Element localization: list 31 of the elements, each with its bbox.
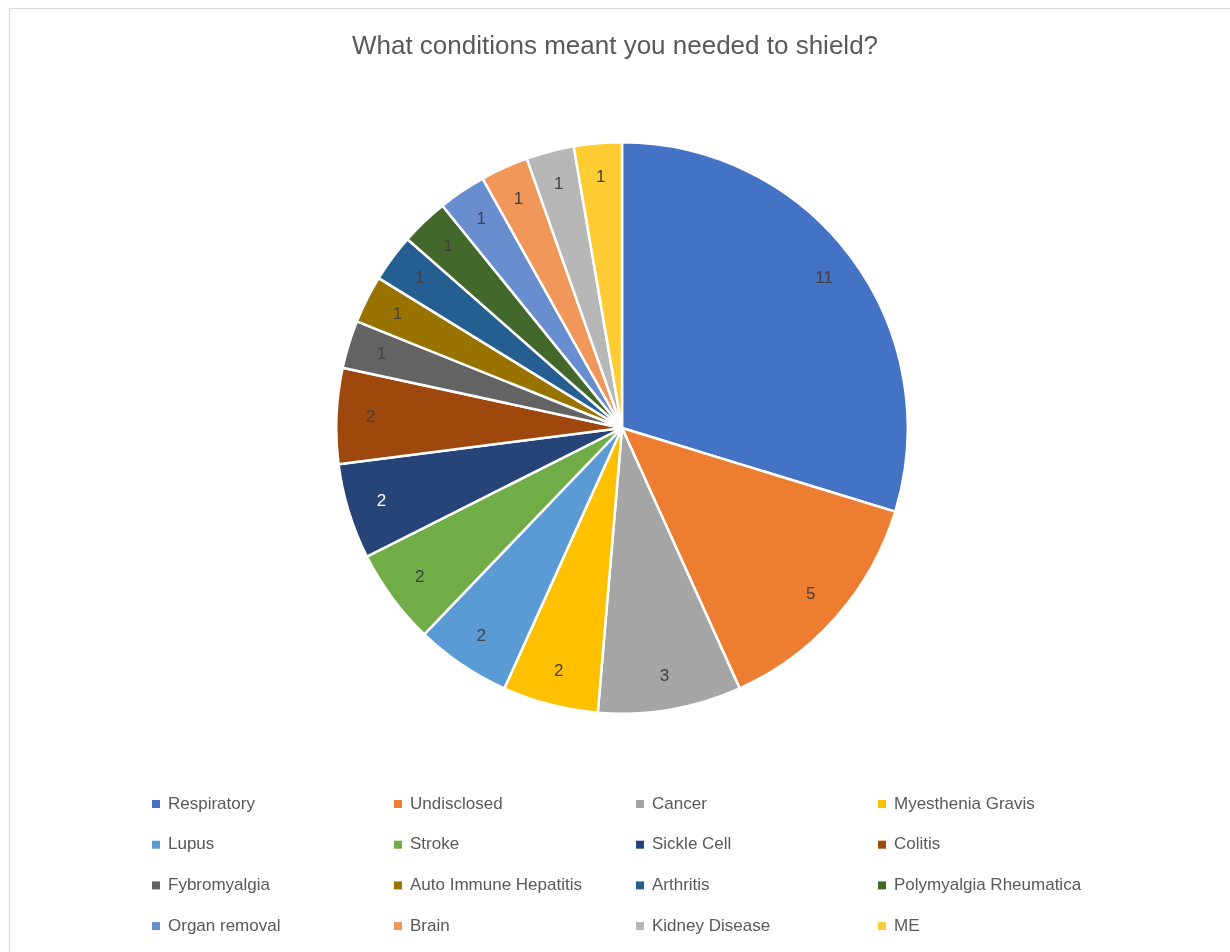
legend-label: Respiratory	[168, 793, 256, 813]
data-label: 5	[806, 583, 816, 603]
data-label: 2	[376, 491, 387, 511]
data-label: 1	[415, 268, 425, 288]
legend-label: Fybromyalgia	[168, 875, 271, 895]
data-label: 1	[476, 209, 486, 229]
chart-title: What conditions meant you needed to shield?	[351, 30, 879, 61]
legend-label: Arthritis	[652, 875, 710, 895]
legend-label: Stroke	[410, 834, 460, 854]
data-label: 2	[476, 626, 486, 646]
legend-label: Colitis	[894, 834, 941, 854]
legend-label: Kidney Disease	[652, 915, 771, 935]
legend-label: ME	[894, 915, 920, 935]
legend-label: Lupus	[168, 834, 215, 854]
legend-label: Undisclosed	[410, 793, 503, 813]
legend-label: Auto Immune Hepatitis	[410, 875, 582, 895]
data-label: 1	[595, 167, 606, 187]
legend-label: Brain	[410, 915, 450, 935]
data-label: 2	[415, 567, 425, 587]
legend-label: Polymyalgia Rheumatica	[894, 875, 1082, 895]
legend-label: Cancer	[652, 793, 708, 813]
data-label: 11	[815, 268, 833, 288]
legend-label: Myesthenia Gravis	[894, 793, 1035, 813]
legend-label: Sickle Cell	[652, 834, 732, 854]
data-label: 1	[513, 188, 524, 208]
data-label: 2	[366, 407, 376, 427]
data-label: 2	[553, 661, 564, 681]
legend-label: Organ removal	[168, 915, 281, 935]
data-label: 3	[659, 665, 670, 685]
data-label: 1	[553, 174, 564, 194]
data-label: 1	[392, 304, 403, 324]
